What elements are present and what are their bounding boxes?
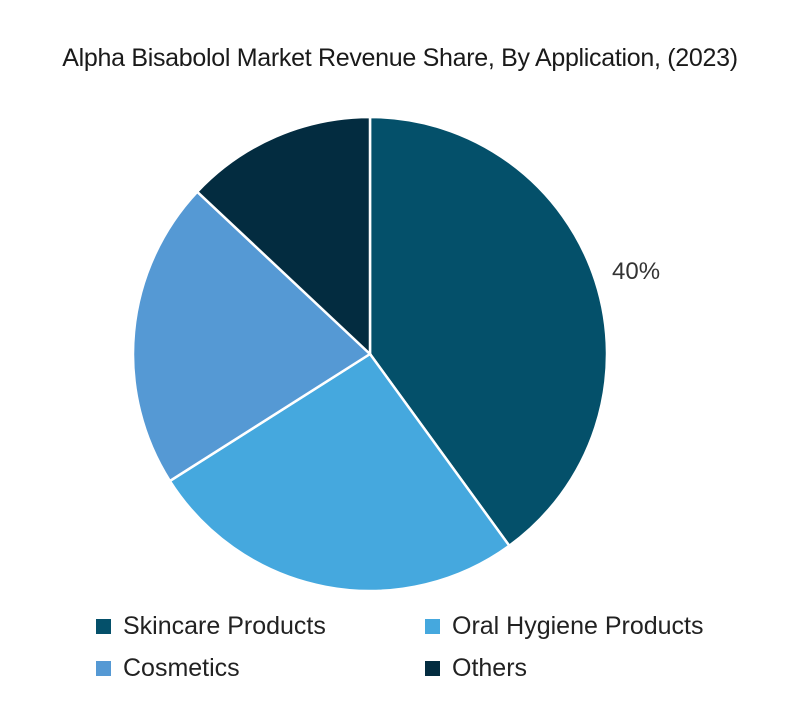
legend-label: Cosmetics [123,654,240,682]
chart-title: Alpha Bisabolol Market Revenue Share, By… [62,44,738,72]
legend-label: Skincare Products [123,612,326,640]
legend-item-cosmetics: Cosmetics [96,654,240,683]
legend-label: Others [452,654,528,682]
legend-item-others: Others [425,654,527,683]
slice-skincare [368,115,609,548]
legend-swatch-cosmetics [96,661,111,676]
slice-oral-hygiene [168,352,512,593]
slice-others [195,115,372,357]
legend-swatch-skincare [96,619,111,634]
legend-item-skincare: Skincare Products [96,612,326,641]
legend-label: Oral Hygiene Products [452,612,704,640]
legend-swatch-oral-hygiene [425,619,440,634]
data-label-skincare: 40% [612,258,661,285]
slice-cosmetics [131,189,373,483]
legend-swatch-others [425,661,440,676]
legend-item-oral-hygiene: Oral Hygiene Products [425,612,704,641]
